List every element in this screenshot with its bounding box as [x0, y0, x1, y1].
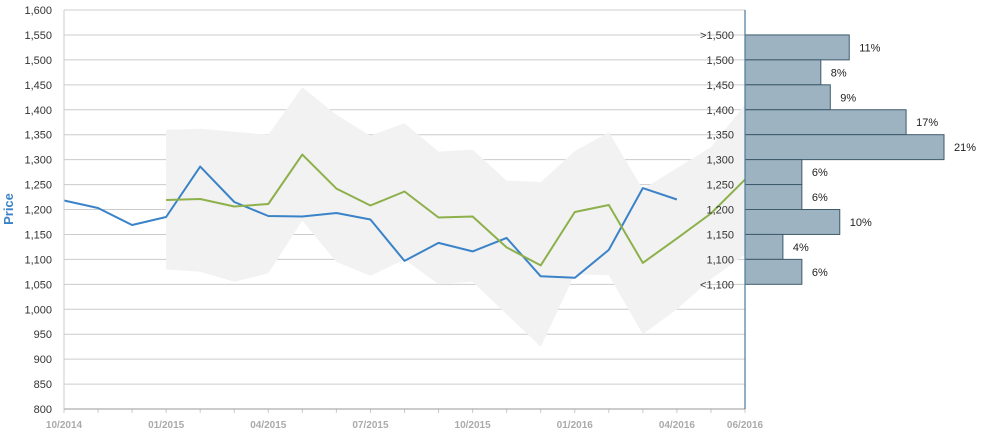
histogram-price-label: <1,100 [700, 279, 734, 291]
histogram-percent-label: 17% [916, 117, 938, 129]
histogram-price-label: 1,200 [706, 205, 734, 217]
y-tick-label: 1,600 [24, 5, 52, 17]
y-tick-label: 1,400 [24, 105, 52, 117]
histogram-price-label: 1,150 [706, 229, 734, 241]
y-tick-label: 1,200 [24, 205, 52, 217]
series-line-2 [166, 153, 746, 267]
x-tick-label: 06/2016 [727, 420, 764, 431]
histogram-price-label: 1,100 [706, 254, 734, 266]
x-tick-label: 01/2016 [557, 420, 594, 431]
histogram-bar [744, 109, 907, 136]
y-tick-label: 1,550 [24, 30, 52, 42]
histogram-bar [744, 258, 803, 285]
histogram-price-label: 1,500 [706, 55, 734, 67]
series-lines [63, 153, 746, 279]
histogram-percent-label: 8% [831, 67, 847, 79]
histogram-percent-label: 4% [793, 242, 809, 254]
x-tick-label: 10/2014 [46, 420, 83, 431]
y-tick-label: 1,450 [24, 80, 52, 92]
histogram-percent-label: 6% [812, 267, 828, 279]
histogram-bar [744, 84, 831, 111]
x-tick-label: 04/2016 [659, 420, 696, 431]
histogram-percent-label: 21% [954, 142, 976, 154]
histogram-price-label: 1,450 [706, 80, 734, 92]
axes: 800 850 900 950 1,000 1,050 1,100 1,150 1,200 1,2… [24, 5, 763, 431]
histogram: 11% 8% 9% 17% 21% 6% 6% 10% 4% 6% >1,500 1,500 1,450… [700, 30, 976, 291]
histogram-price-label: 1,350 [706, 130, 734, 142]
x-tick-label: 07/2015 [352, 420, 389, 431]
histogram-bar [744, 134, 945, 161]
y-tick-label: 800 [34, 404, 52, 416]
y-tick-label: 1,500 [24, 55, 52, 67]
histogram-percent-label: 6% [812, 167, 828, 179]
y-tick-label: 850 [34, 379, 52, 391]
y-tick-label: 1,100 [24, 254, 52, 266]
histogram-percent-label: 6% [812, 192, 828, 204]
series-line-1 [63, 165, 678, 279]
histogram-bar [744, 233, 784, 260]
y-tick-label: 1,350 [24, 130, 52, 142]
histogram-price-label: 1,400 [706, 105, 734, 117]
y-tick-label: 1,150 [24, 229, 52, 241]
histogram-bar [744, 209, 841, 235]
x-tick-label: 04/2015 [250, 420, 287, 431]
histogram-bar [744, 34, 850, 61]
y-tick-label: 1,000 [24, 304, 52, 316]
y-axis-title: Price [1, 193, 16, 225]
y-tick-label: 950 [34, 329, 52, 341]
histogram-price-label: >1,500 [700, 30, 734, 42]
y-tick-label: 1,300 [24, 155, 52, 167]
y-tick-label: 1,250 [24, 180, 52, 192]
histogram-bar [744, 59, 822, 86]
x-tick-label: 01/2015 [148, 420, 185, 431]
x-tick-label: 10/2015 [455, 420, 492, 431]
histogram-percent-label: 11% [859, 42, 880, 54]
y-tick-label: 900 [34, 354, 52, 366]
histogram-price-label: 1,250 [706, 180, 734, 192]
y-tick-label: 1,050 [24, 279, 52, 291]
histogram-percent-label: 9% [840, 92, 856, 104]
histogram-bar [744, 184, 803, 210]
histogram-price-label: 1,300 [706, 155, 734, 167]
histogram-bar [744, 159, 803, 186]
histogram-percent-label: 10% [850, 217, 872, 229]
